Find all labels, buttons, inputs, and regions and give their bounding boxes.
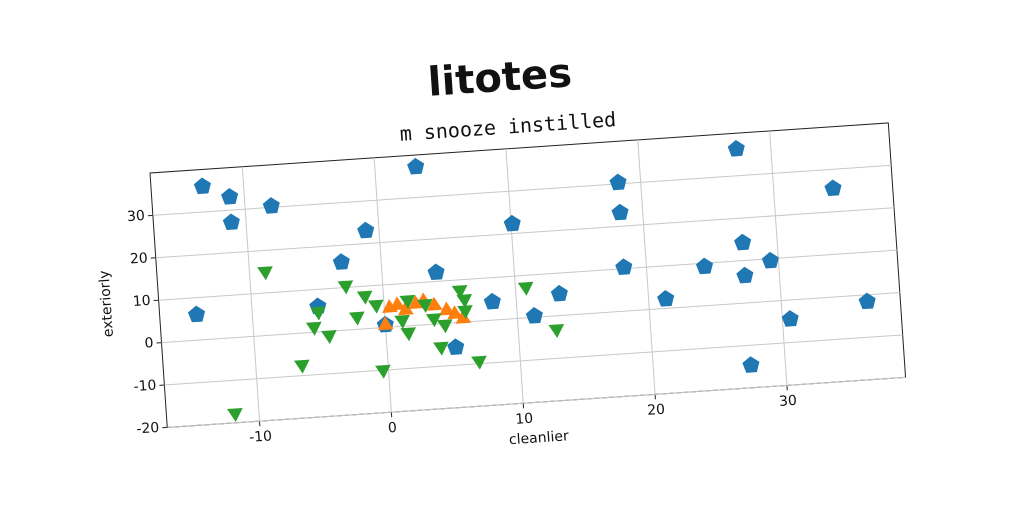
point <box>734 233 752 250</box>
point <box>696 257 714 274</box>
point <box>357 221 375 238</box>
point <box>447 338 465 355</box>
point <box>781 310 799 327</box>
point <box>611 203 629 220</box>
point <box>615 258 633 275</box>
grid-line <box>156 208 894 258</box>
y-tick-label: 0 <box>144 335 154 352</box>
point <box>257 266 274 281</box>
point <box>433 342 450 357</box>
x-tick-label: 10 <box>515 411 534 428</box>
point <box>349 312 366 327</box>
point <box>400 327 417 342</box>
point <box>518 282 535 297</box>
point <box>310 307 327 322</box>
y-tick-label: -10 <box>133 378 157 396</box>
point <box>294 360 311 375</box>
point <box>525 306 543 323</box>
point <box>188 305 206 322</box>
point <box>407 157 425 174</box>
point <box>321 330 338 345</box>
y-axis-label: exteriorly <box>97 270 117 338</box>
point <box>227 408 244 423</box>
grid-line <box>153 165 891 215</box>
point <box>736 266 754 283</box>
point <box>824 179 842 196</box>
point <box>483 292 501 309</box>
point <box>761 251 779 268</box>
point <box>427 263 445 280</box>
point <box>727 139 745 156</box>
grid-line <box>164 335 902 385</box>
point <box>437 319 454 334</box>
point <box>742 356 760 373</box>
point <box>657 289 675 306</box>
point <box>550 284 568 301</box>
y-tick-label: -20 <box>136 420 160 438</box>
y-tick-label: 30 <box>127 208 146 225</box>
plot-area: -10 0 10 20 30 -20 -10 0 10 20 30 cleanlier exterior… <box>90 123 908 475</box>
chart-subtitle: m snooze instilled <box>399 107 617 146</box>
point <box>222 213 240 230</box>
y-tick-label: 20 <box>129 250 148 267</box>
point <box>193 177 211 194</box>
point <box>306 322 323 337</box>
x-tick-label: 30 <box>779 393 798 410</box>
x-tick-label: 20 <box>647 402 666 419</box>
point <box>503 214 521 231</box>
x-axis-label: cleanlier <box>508 428 569 448</box>
y-tick-label: 10 <box>132 293 151 310</box>
x-tick-label: -10 <box>249 428 273 446</box>
point <box>368 300 385 315</box>
x-tick-label: 0 <box>387 420 397 437</box>
point <box>332 253 350 270</box>
point <box>548 324 565 339</box>
point <box>609 173 627 190</box>
point <box>262 197 280 214</box>
point <box>221 187 239 204</box>
point <box>394 315 411 330</box>
chart-title: litotes <box>426 50 573 106</box>
